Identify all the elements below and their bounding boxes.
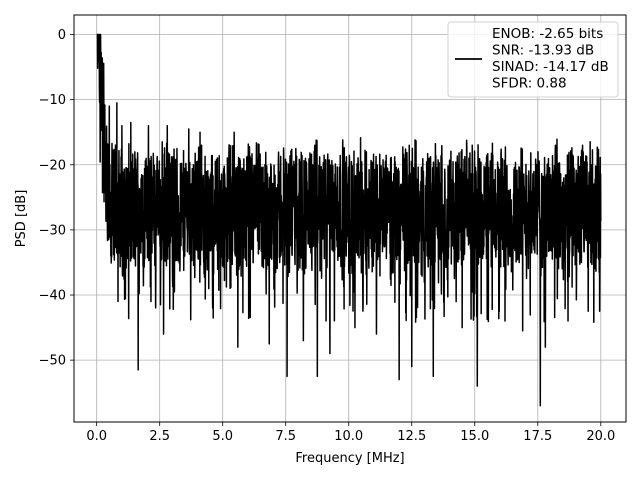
legend-enob: ENOB: -2.65 bits <box>492 26 603 42</box>
y-tick-label: −30 <box>39 223 66 238</box>
x-tick-label: 12.5 <box>397 429 426 444</box>
y-tick-label: 0 <box>58 28 66 43</box>
series-line <box>96 33 602 407</box>
legend-snr: SNR: -13.93 dB <box>492 43 594 59</box>
x-axis: 0.0 2.5 5.0 7.5 10.0 12.5 15.0 17.5 20.0 <box>86 422 615 444</box>
axes-frame <box>73 14 627 423</box>
x-tick-label: 7.5 <box>275 429 296 444</box>
x-tick-label: 15.0 <box>460 429 489 444</box>
legend-box <box>447 21 619 98</box>
y-tick-label: −50 <box>39 354 66 369</box>
y-tick-label: −10 <box>39 93 66 108</box>
y-axis: 0 −10 −20 −30 −40 −50 <box>39 28 74 369</box>
y-tick-label: −40 <box>39 289 66 304</box>
x-tick-label: 2.5 <box>149 429 170 444</box>
x-tick-label: 0.0 <box>86 429 107 444</box>
x-tick-label: 20.0 <box>586 429 615 444</box>
y-axis-label: PSD [dB] <box>14 190 29 248</box>
legend-sinad: SINAD: -14.17 dB <box>492 59 609 75</box>
legend-sfdr: SFDR: 0.88 <box>492 76 567 92</box>
y-tick-label: −20 <box>39 158 66 173</box>
x-tick-label: 5.0 <box>212 429 233 444</box>
x-axis-label: Frequency [MHz] <box>295 451 404 466</box>
x-tick-label: 17.5 <box>523 429 552 444</box>
plot-area <box>96 33 602 407</box>
x-tick-label: 10.0 <box>334 429 363 444</box>
legend: ENOB: -2.65 bits SNR: -13.93 dB SINAD: -… <box>447 21 619 98</box>
